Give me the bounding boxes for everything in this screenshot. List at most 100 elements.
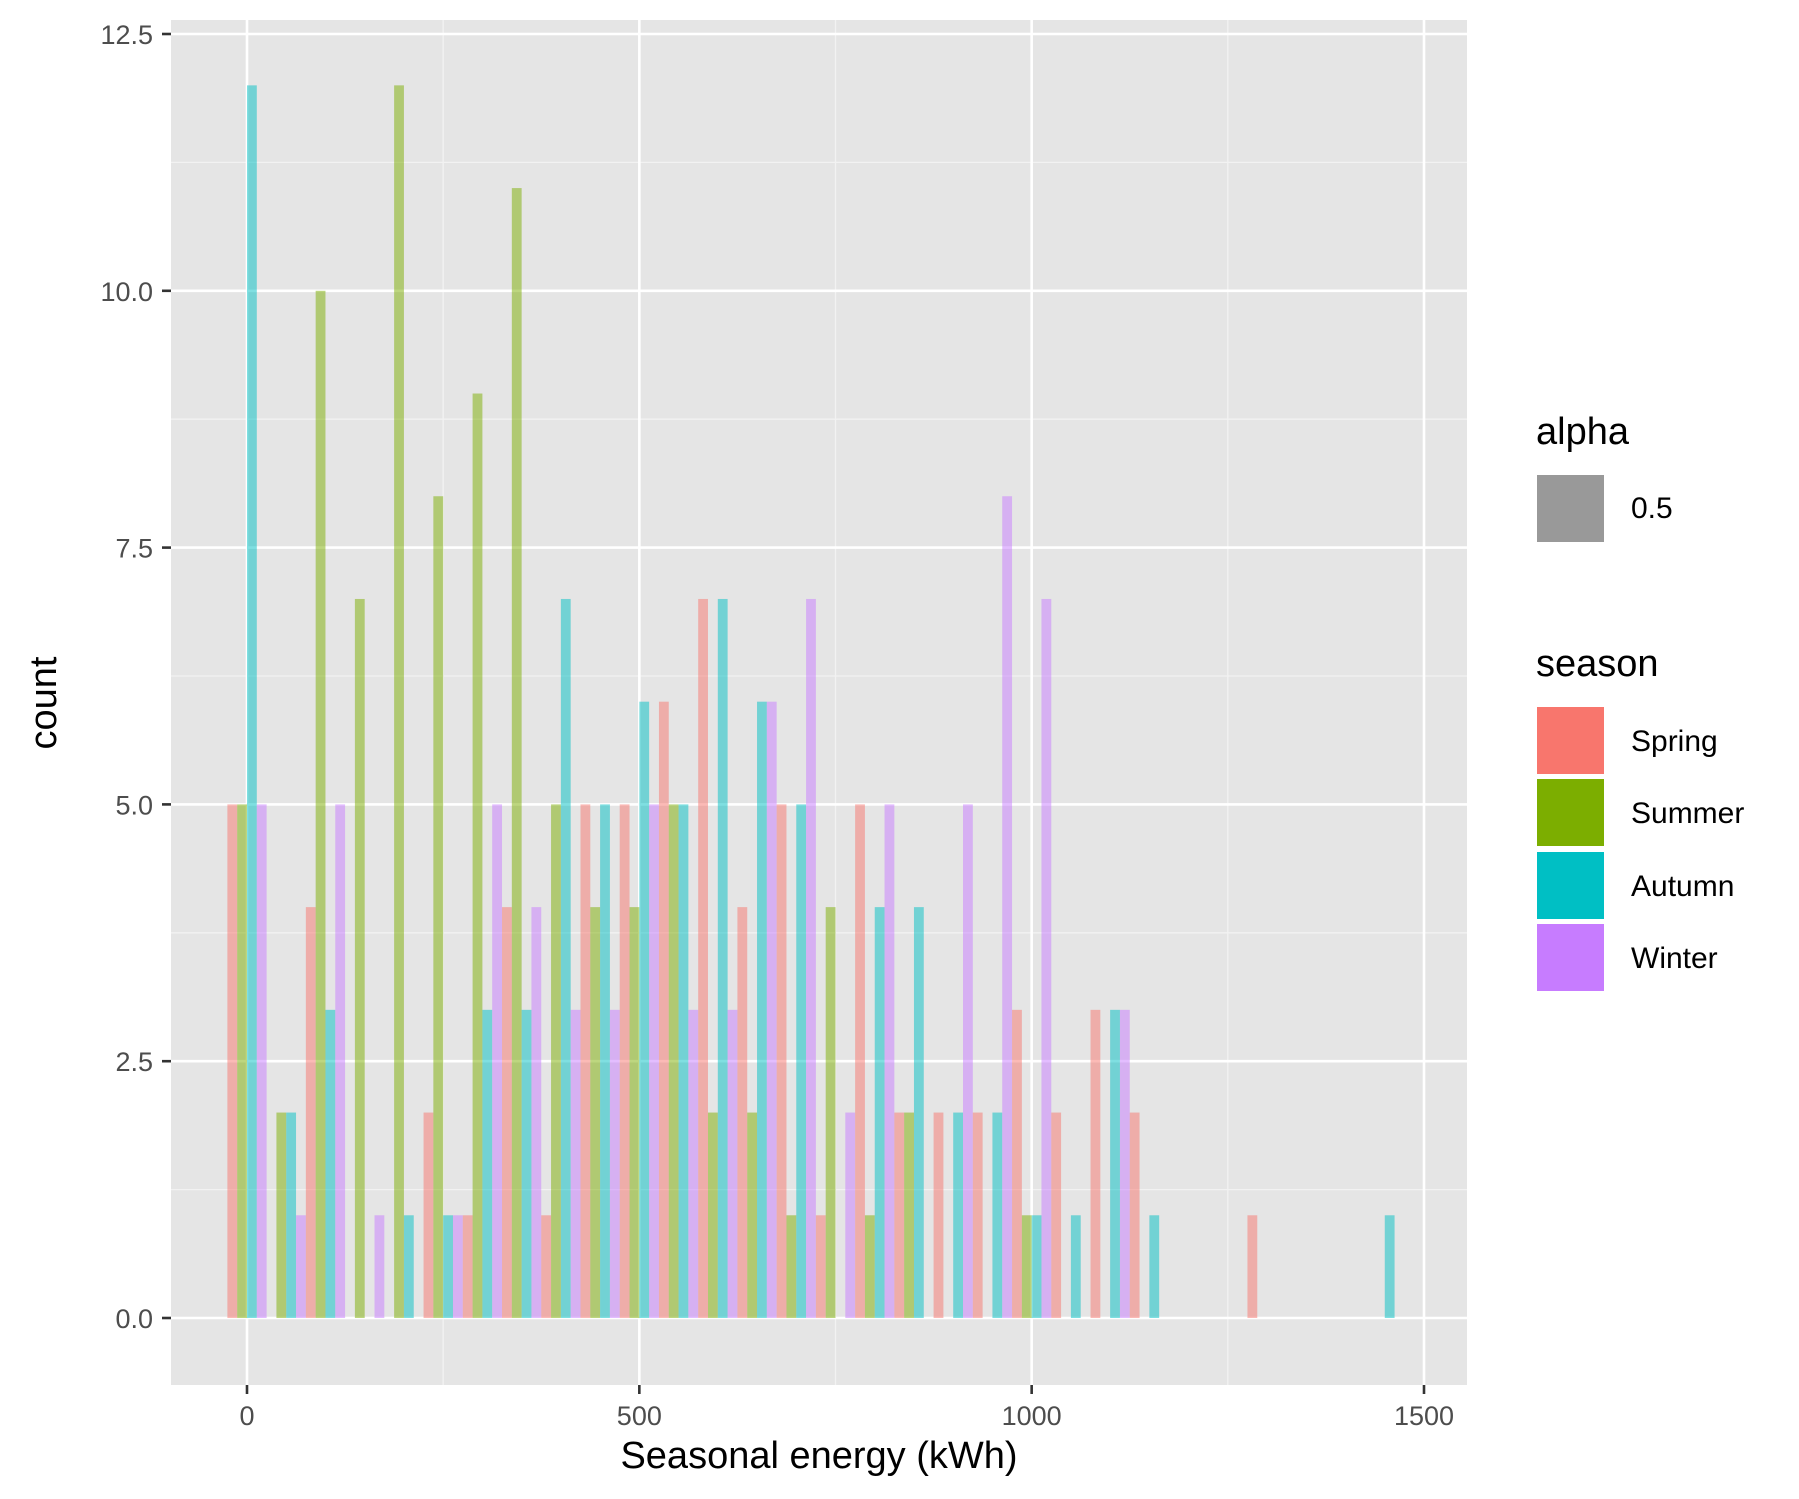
y-tick-label: 7.5 [115,534,153,564]
bar-winter [727,1009,738,1318]
bar-spring [815,1215,826,1318]
bar-winter [296,1215,306,1318]
bar-autumn [482,1009,493,1318]
y-tick-label: 12.5 [100,20,153,50]
bar-summer [551,804,561,1318]
legend-alpha-key [1537,475,1604,542]
bar-autumn [286,1112,297,1318]
bar-winter [609,1009,620,1318]
bar-summer [511,188,522,1319]
y-tick-label: 5.0 [115,790,153,820]
bar-summer [786,1215,797,1318]
bar-autumn [1149,1215,1160,1318]
bar-spring [502,907,512,1318]
bar-summer [237,804,247,1318]
bar-autumn [1110,1009,1120,1318]
bar-summer [433,496,444,1318]
bar-spring [855,804,865,1318]
bar-spring [1051,1112,1062,1318]
bar-autumn [717,598,728,1318]
bar-summer [825,907,836,1318]
bar-summer [276,1112,287,1318]
legend-alpha-title: alpha [1536,411,1630,453]
bar-autumn [874,907,885,1318]
bar-spring [305,907,316,1318]
y-axis: 0.0 2.5 5.0 7.5 10.0 12.5 [100,20,171,1334]
bar-spring [933,1112,944,1318]
bar-winter [1119,1009,1130,1318]
bar-winter [492,804,503,1318]
bar-winter [335,804,346,1318]
bar-autumn [796,804,807,1318]
bar-summer [668,804,679,1318]
histogram-bars [227,85,1395,1319]
major-gridlines [171,20,1467,1385]
bar-autumn [1070,1215,1081,1318]
legend-alpha-label: 0.5 [1631,492,1673,525]
bar-spring [541,1215,552,1318]
bar-summer [1021,1215,1032,1318]
x-axis: 0 500 1000 1500 [239,1385,1454,1431]
bar-spring [1247,1215,1258,1318]
bar-autumn [913,907,924,1318]
bar-winter [688,1009,699,1318]
bar-winter [963,804,973,1318]
bar-spring [737,907,748,1318]
bar-summer [707,1112,718,1318]
x-axis-title: Seasonal energy (kWh) [620,1435,1017,1477]
bar-summer [590,907,601,1318]
bar-spring [776,804,787,1318]
x-tick-label: 0 [239,1401,254,1431]
bar-spring [227,804,238,1318]
bar-summer [354,598,365,1318]
bar-autumn [325,1009,336,1318]
x-tick-label: 1000 [1002,1401,1062,1431]
bar-spring [619,804,630,1318]
bar-winter [845,1112,856,1318]
bar-autumn [600,804,610,1318]
bar-winter [766,701,777,1318]
bar-summer [472,393,483,1318]
bar-spring [462,1215,473,1318]
bar-summer [629,907,640,1318]
plot-panel [171,20,1467,1385]
y-tick-label: 2.5 [115,1047,153,1077]
bar-winter [649,804,659,1318]
bar-autumn [521,1009,532,1318]
bar-winter [374,1215,385,1318]
bar-spring [1090,1009,1101,1318]
legend-season-title: season [1536,643,1659,685]
bar-autumn [443,1215,453,1318]
y-tick-label: 10.0 [100,277,153,307]
bar-summer [904,1112,914,1318]
bar-spring [1129,1112,1140,1318]
bar-winter [806,598,816,1318]
bar-winter [1041,598,1052,1318]
bar-winter [1002,496,1013,1318]
legend-label-spring: Spring [1631,725,1718,758]
bar-autumn [992,1112,1003,1318]
bar-winter [452,1215,463,1318]
y-tick-label: 0.0 [115,1304,153,1334]
bar-autumn [1031,1215,1042,1318]
bar-summer [394,85,404,1319]
bar-summer [315,290,326,1318]
legend-season: season Spring Summer Autumn Winter [1536,643,1744,991]
bar-spring [698,598,708,1318]
bar-autumn [560,598,571,1318]
bar-autumn [639,701,650,1318]
bar-autumn [403,1215,414,1318]
bar-spring [894,1112,905,1318]
x-tick-label: 500 [617,1401,662,1431]
bar-autumn [1384,1215,1395,1318]
bar-spring [658,701,669,1318]
bar-spring [1012,1009,1022,1318]
bar-summer [747,1112,758,1318]
x-tick-label: 1500 [1394,1401,1454,1431]
bar-winter [570,1009,581,1318]
bar-winter [884,804,895,1318]
legend-key-summer [1537,779,1604,846]
bar-summer [864,1215,875,1318]
legend-key-spring [1537,707,1604,774]
bar-autumn [757,701,767,1318]
